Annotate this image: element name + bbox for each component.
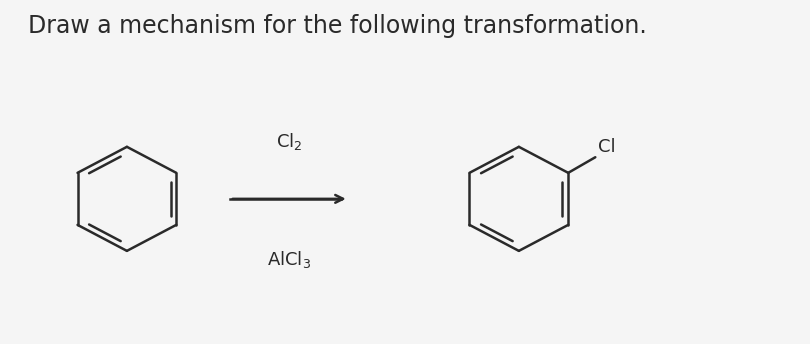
Text: AlCl$_3$: AlCl$_3$ bbox=[267, 249, 311, 270]
Text: Cl$_2$: Cl$_2$ bbox=[276, 131, 302, 152]
Text: Cl: Cl bbox=[598, 138, 616, 155]
Text: Draw a mechanism for the following transformation.: Draw a mechanism for the following trans… bbox=[28, 14, 646, 38]
